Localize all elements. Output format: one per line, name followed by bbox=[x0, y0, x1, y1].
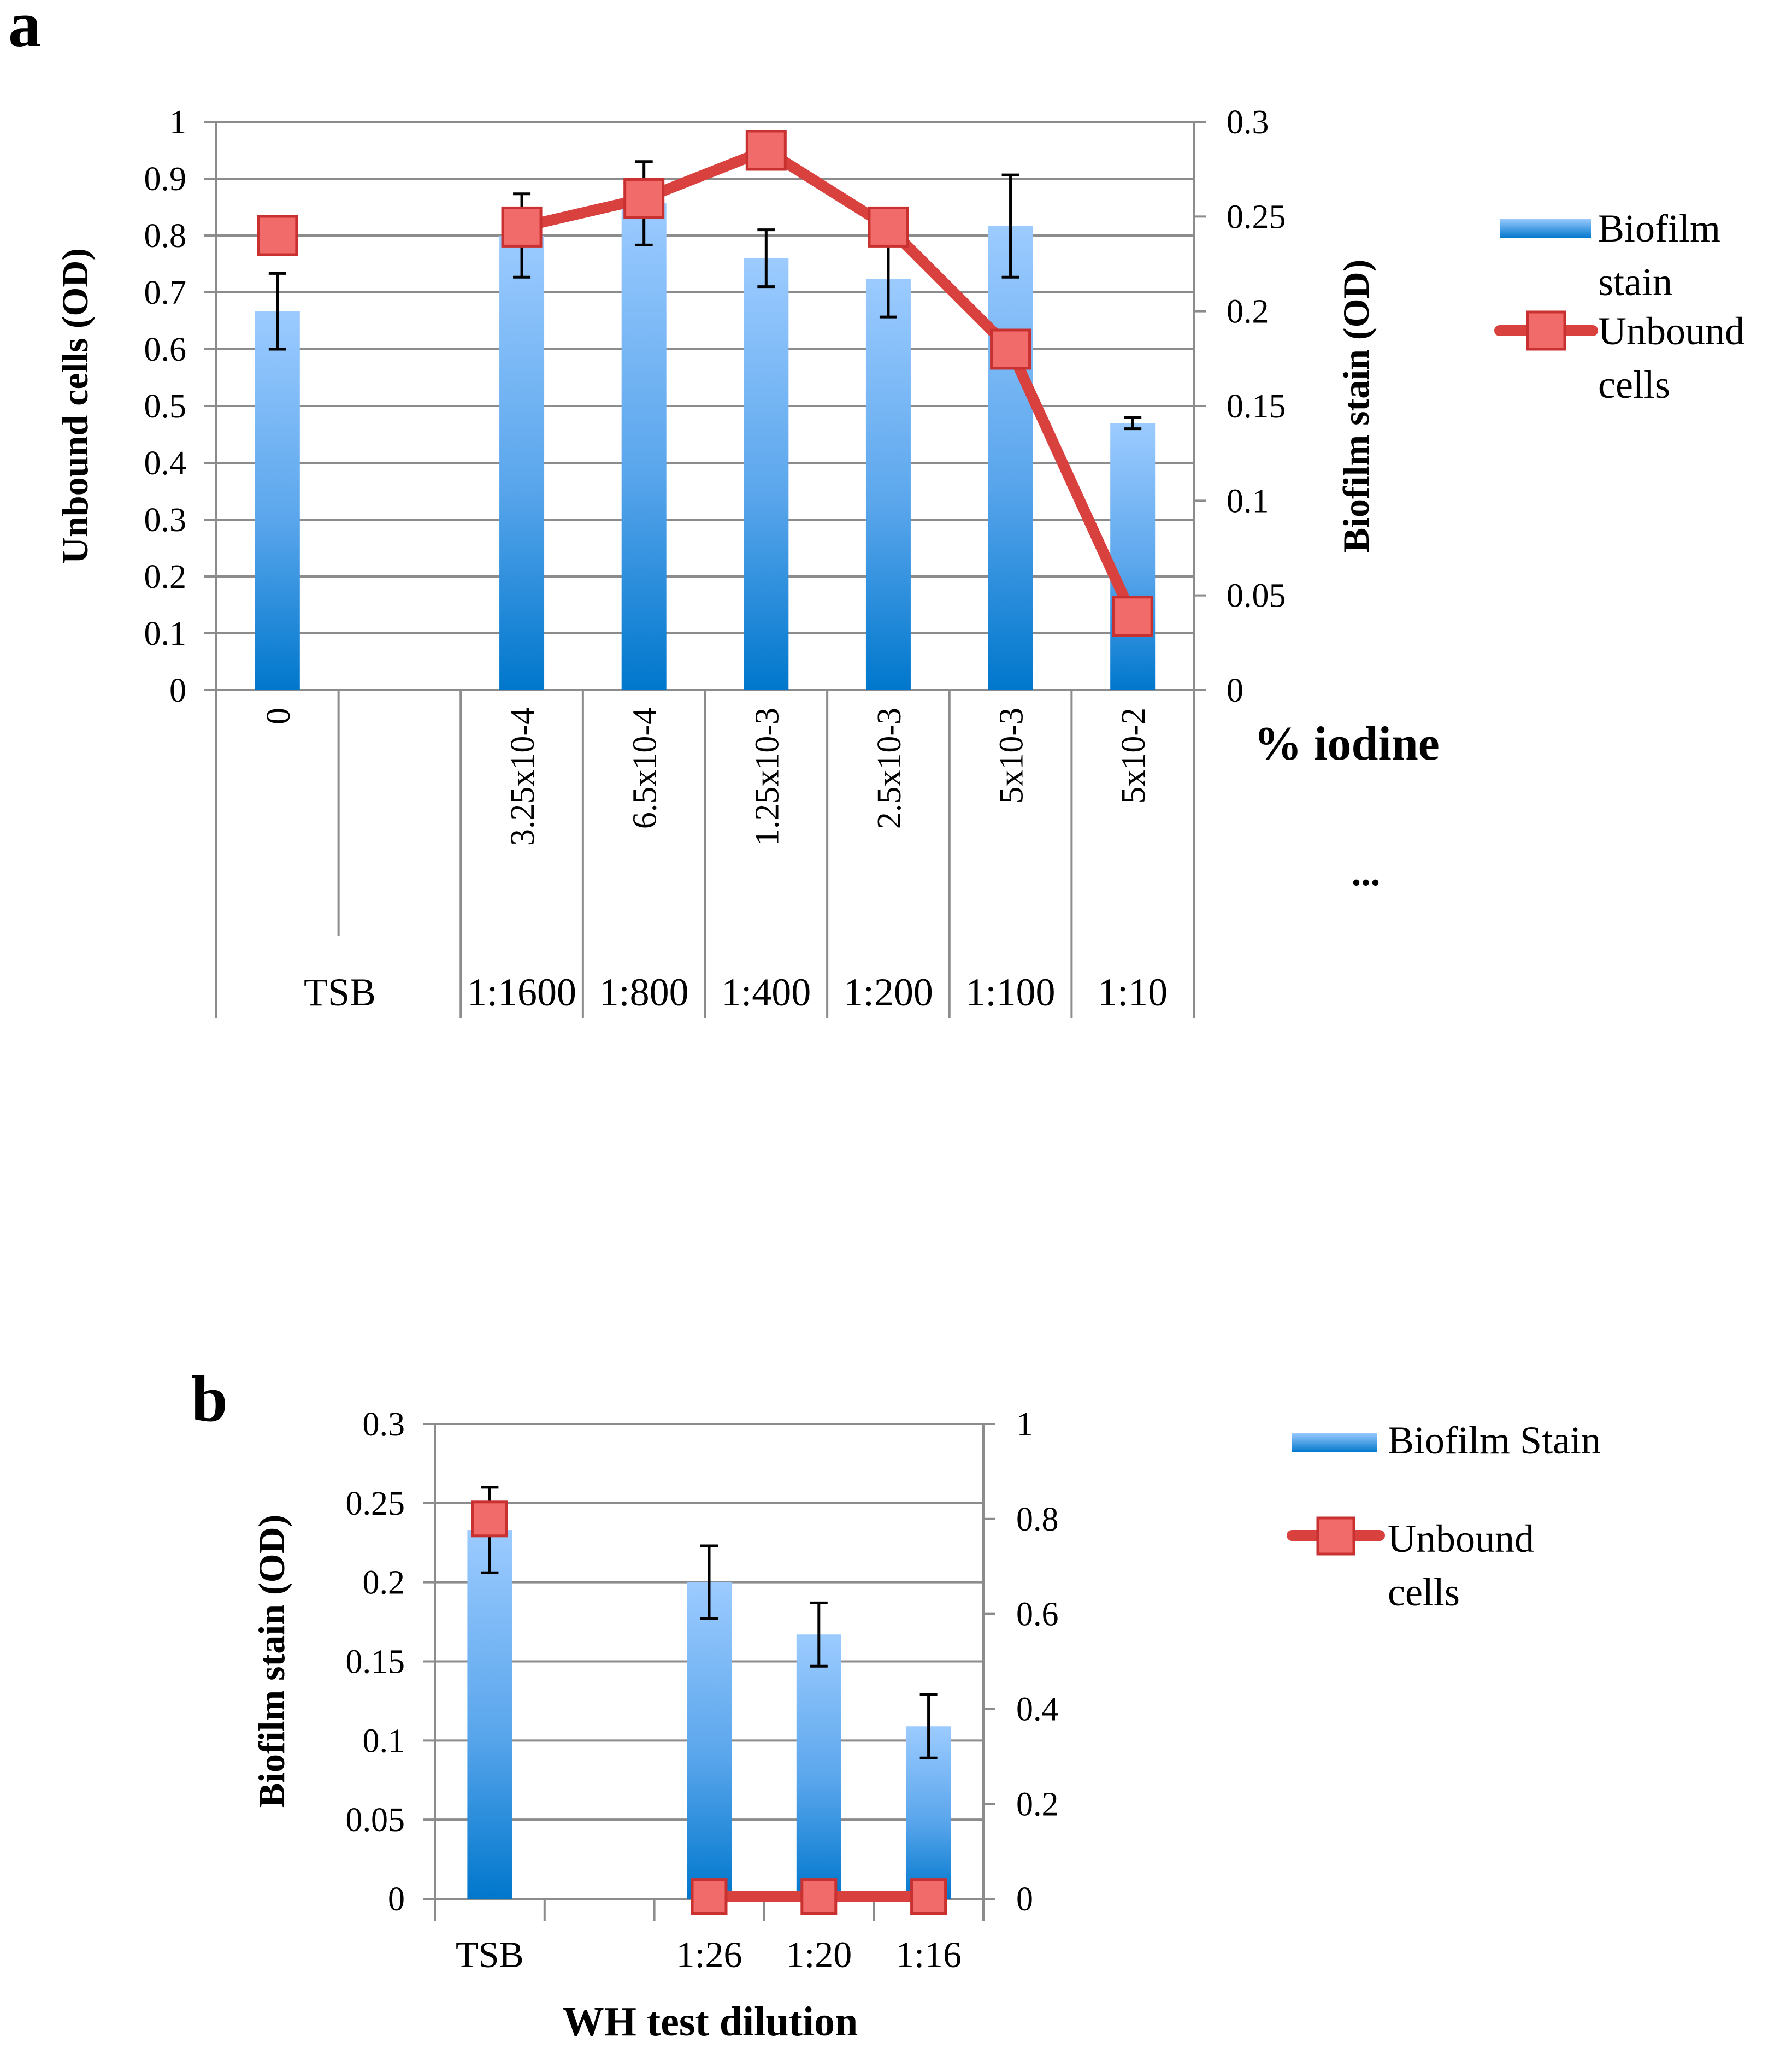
left-tick-label: 0.3 bbox=[363, 1406, 405, 1443]
legend-label-line: cells bbox=[1388, 1570, 1460, 1614]
bar bbox=[467, 1530, 512, 1899]
left-tick-label: 0.4 bbox=[144, 445, 187, 482]
chart-b: 0 0.05 0.1 0.15 0.2 0.25 0.3 0 0.2 0.4 0.6 0.8 1 b Bio… bbox=[191, 1362, 1601, 2045]
right-tick-label: 0.15 bbox=[1227, 388, 1286, 425]
left-tick-label: 0.25 bbox=[346, 1485, 405, 1522]
legend-label-line: Unbound bbox=[1388, 1517, 1534, 1561]
x-tick-label-iodine: 6.5x10-4 bbox=[627, 708, 664, 829]
left-tick-label: 0.6 bbox=[144, 331, 187, 368]
bar bbox=[621, 203, 667, 691]
legend-swatch-bar bbox=[1500, 219, 1591, 238]
x-tick-label-dilution: 1:200 bbox=[844, 970, 933, 1014]
left-tick-label: 0.3 bbox=[144, 502, 187, 539]
bar bbox=[255, 311, 300, 690]
bar bbox=[1110, 423, 1156, 690]
left-tick-label: 0.2 bbox=[144, 558, 187, 596]
right-tick-label: 0.05 bbox=[1227, 578, 1286, 615]
x-tick-label-iodine: 5x10-2 bbox=[1115, 708, 1152, 804]
line-marker bbox=[868, 206, 909, 248]
left-axis-title: Unbound cells (OD) bbox=[54, 248, 96, 564]
right-tick-label: 0.4 bbox=[1016, 1691, 1059, 1728]
left-tick-label: 0.1 bbox=[144, 615, 187, 652]
right-tick-label: 0.1 bbox=[1227, 482, 1269, 520]
x-axis-title: % iodine bbox=[1254, 717, 1440, 770]
line-marker bbox=[501, 206, 543, 248]
legend-label-line: cells bbox=[1598, 363, 1670, 407]
x-tick-label-iodine: 5x10-3 bbox=[993, 708, 1030, 804]
left-tick-label: 0.9 bbox=[144, 161, 187, 198]
x-tick-label-iodine: 2.5x10-3 bbox=[871, 708, 908, 829]
left-tick-label: 0.15 bbox=[346, 1644, 405, 1681]
left-tick-label: 0.2 bbox=[363, 1564, 405, 1602]
x-tick-label: 1:16 bbox=[895, 1934, 962, 1975]
right-axis-title: Biofilm stain (OD) bbox=[1335, 260, 1377, 552]
left-tick-label: 0 bbox=[169, 672, 186, 709]
right-tick-label: 0.2 bbox=[1227, 293, 1269, 331]
legend-label-bar: Biofilm bbox=[1598, 207, 1720, 250]
right-tick-label: 0.8 bbox=[1016, 1501, 1059, 1538]
right-tick-label: 0.3 bbox=[1227, 104, 1269, 141]
left-tick-label: 1 bbox=[169, 104, 186, 141]
right-tick-label: 0.25 bbox=[1227, 198, 1286, 236]
legend-label-bar: Biofilm Stain bbox=[1388, 1419, 1601, 1462]
x-tick-label-dilution: 1:100 bbox=[966, 970, 1056, 1014]
legend-label-line: Unbound bbox=[1598, 309, 1744, 353]
left-tick-label: 0.1 bbox=[363, 1722, 405, 1759]
x-tick-label-dilution: 1:400 bbox=[721, 970, 811, 1014]
legend-swatch-bar bbox=[1292, 1433, 1377, 1452]
left-tick-label: 0.05 bbox=[346, 1802, 405, 1839]
bar bbox=[988, 226, 1033, 691]
line-marker bbox=[990, 328, 1031, 370]
line-marker bbox=[471, 1500, 508, 1538]
left-tick-label: 0.7 bbox=[144, 274, 187, 311]
bar bbox=[796, 1634, 841, 1899]
x-tick-label-dilution: 1:800 bbox=[599, 970, 689, 1014]
x-tick-label: TSB bbox=[456, 1934, 524, 1975]
x-tick-label: 1:26 bbox=[676, 1934, 742, 1975]
line-marker bbox=[257, 215, 298, 256]
line-marker bbox=[691, 1878, 728, 1915]
panel-label: a bbox=[8, 0, 41, 61]
panel-label: b bbox=[191, 1362, 228, 1435]
legend-label-bar: stain bbox=[1598, 260, 1672, 304]
left-tick-label: 0.8 bbox=[144, 217, 187, 255]
series-line-segment bbox=[1005, 344, 1139, 622]
left-tick-label: 0.5 bbox=[144, 388, 187, 425]
left-tick-label: 0 bbox=[388, 1881, 405, 1918]
x-tick-label-dilution: 1:1600 bbox=[467, 970, 576, 1014]
right-tick-label: 1 bbox=[1016, 1406, 1033, 1443]
bar bbox=[744, 258, 789, 691]
left-axis-title: Biofilm stain (OD) bbox=[251, 1515, 292, 1808]
right-tick-label: 0 bbox=[1016, 1881, 1033, 1918]
legend-swatch-marker bbox=[1316, 1516, 1355, 1556]
chart-a: 0 0.1 0.2 0.3 0.4 0.5 0.6 0.7 0.8 0.9 1 0 0.05 0.1 0.1… bbox=[8, 0, 1744, 1018]
bar bbox=[865, 279, 911, 690]
right-tick-label: 0.6 bbox=[1016, 1596, 1059, 1633]
line-marker bbox=[800, 1878, 838, 1915]
bar bbox=[687, 1582, 732, 1899]
bar bbox=[499, 236, 545, 690]
right-tick-label: 0 bbox=[1227, 672, 1243, 709]
x-tick-label: 1:20 bbox=[786, 1934, 852, 1975]
x-tick-label-dilution: 1:10 bbox=[1098, 970, 1168, 1014]
right-tick-label: 0.2 bbox=[1016, 1786, 1059, 1823]
legend-swatch-marker bbox=[1526, 310, 1566, 351]
line-marker bbox=[745, 130, 787, 171]
x-tick-label-dilution: TSB bbox=[304, 970, 376, 1014]
x-tick-label-iodine: 3.25x10-4 bbox=[504, 708, 541, 846]
x-axis-note: ... bbox=[1352, 852, 1381, 894]
x-axis-title: WH test dilution bbox=[563, 1999, 858, 2045]
x-tick-label-iodine: 0 bbox=[260, 708, 297, 725]
line-marker bbox=[910, 1878, 947, 1915]
line-marker bbox=[1112, 596, 1153, 637]
x-tick-label-iodine: 1.25x10-3 bbox=[748, 708, 786, 846]
line-marker bbox=[623, 178, 665, 219]
